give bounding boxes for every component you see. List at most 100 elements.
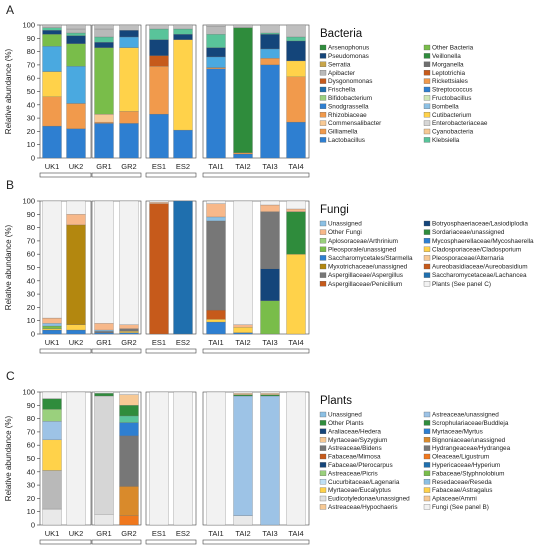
legend-swatch — [423, 61, 431, 67]
legend-title: Plants — [320, 395, 352, 407]
bar-segment-uk1 — [42, 71, 62, 97]
bar-segment-gr2 — [119, 200, 139, 325]
bar-segment-gr1 — [94, 42, 114, 48]
bar-segment-gr2 — [119, 123, 139, 159]
bar-segment-tai3 — [260, 48, 280, 59]
panel-B: B Relative abundance (%) 0 10 20 30 40 50 60 70 80… — [4, 178, 534, 354]
bar-segment-uk1 — [42, 34, 62, 47]
legend-swatch — [319, 220, 327, 227]
bar-segment-gr2 — [119, 486, 139, 516]
bar-segment-tai1 — [206, 24, 226, 27]
bar-segment-uk2 — [66, 214, 86, 226]
legend-swatch — [319, 103, 327, 109]
bar-segment-gr1 — [94, 514, 114, 526]
bar-segment-uk2 — [66, 32, 86, 36]
legend-entry: Other Plants — [328, 420, 364, 427]
legend-entry: Fungi (See panel B) — [432, 504, 489, 511]
legend-swatch — [423, 137, 431, 143]
group-bracket — [202, 172, 310, 178]
bar-segment-gr2 — [119, 422, 139, 437]
bar-segment-es1 — [149, 24, 169, 30]
y-tick-label: 10 — [27, 140, 35, 149]
bar-segment-tai4 — [286, 200, 306, 210]
group-frame — [145, 391, 197, 526]
x-tick-label: TAI3 — [262, 162, 277, 171]
bar-segment-tai2 — [233, 24, 253, 28]
bar-segment-tai4 — [286, 76, 306, 123]
bar-segment-tai4 — [286, 60, 306, 77]
bar-segment-tai2 — [233, 324, 253, 328]
legend-title: Fungi — [320, 204, 349, 216]
bar-segment-gr1 — [94, 200, 114, 324]
x-tick-label: GR2 — [121, 529, 136, 538]
bar-segment-gr2 — [119, 394, 139, 406]
x-tick-label: GR1 — [96, 338, 111, 347]
y-tick-label: 70 — [27, 427, 35, 436]
bar-segment-gr1 — [94, 393, 114, 397]
x-tick-label: TAI1 — [208, 529, 223, 538]
bar-segment-es1 — [149, 200, 169, 203]
bar-segment-uk2 — [66, 391, 86, 526]
bar-segment-gr2 — [119, 435, 139, 487]
bar-segment-uk1 — [42, 398, 62, 410]
panel-label: A — [6, 3, 14, 17]
legend-swatch — [423, 246, 431, 252]
legend-swatch — [423, 495, 431, 502]
bar-segment-tai2 — [233, 332, 253, 335]
bar-segment-tai1 — [206, 319, 226, 323]
bar-segment-tai3 — [260, 204, 280, 212]
bar-segment-tai1 — [206, 56, 226, 68]
legend-entry: Unassigned — [328, 221, 362, 228]
bar-segment-es2 — [173, 129, 193, 159]
bar-segment-uk1 — [42, 329, 62, 335]
legend-swatch — [319, 263, 327, 270]
legend-swatch — [319, 411, 327, 418]
group-bracket — [39, 172, 92, 178]
group-bracket — [202, 348, 310, 354]
legend-entry: Fabaceae/Pterocarpus — [328, 462, 393, 469]
group-frame — [39, 200, 92, 335]
bar-segment-tai1 — [206, 47, 226, 58]
y-tick-label: 40 — [27, 276, 35, 285]
bar-segment-tai2 — [233, 27, 253, 153]
legend-entry: Sordariaceae/unassigned — [432, 229, 505, 236]
bar-segment-uk2 — [66, 66, 86, 104]
group-frame — [202, 24, 310, 159]
bar-segment-tai2 — [233, 394, 253, 397]
legend-swatch — [319, 255, 327, 261]
x-tick-label: TAI4 — [288, 162, 303, 171]
bar-segment-tai2 — [233, 200, 253, 325]
y-axis-label: Relative abundance (%) — [4, 415, 13, 501]
y-tick-label: 50 — [27, 263, 35, 272]
legend-entry: Leptotrichia — [432, 70, 465, 77]
legend-entry: Gilliamella — [328, 129, 358, 136]
bar-segment-tai2 — [233, 515, 253, 526]
legend-entry: Serratia — [328, 61, 351, 68]
legend-entry: Myrtaceae/Eucalyptus — [328, 487, 391, 494]
legend-swatch — [319, 428, 327, 434]
bar-segment-tai2 — [233, 393, 253, 395]
bar-segment-tai4 — [286, 211, 306, 255]
legend-entry: Cutibacterium — [432, 112, 471, 119]
legend-swatch — [319, 420, 327, 426]
x-tick-label: UK1 — [45, 529, 60, 538]
legend-entry: Dysgonomonas — [328, 78, 372, 85]
legend-entry: Apibacter — [328, 70, 356, 77]
group-frame — [91, 24, 142, 159]
y-tick-label: 30 — [27, 114, 35, 123]
legend-swatch — [319, 453, 327, 460]
bar-segment-gr1 — [94, 331, 114, 333]
legend-entry: Cucurbitaceae/Lagenaria — [328, 479, 400, 486]
legend-entry: Aspergillaceae/Aspergillus — [328, 272, 403, 279]
legend-swatch — [319, 95, 327, 101]
bar-segment-gr2 — [119, 36, 139, 48]
legend-entry: Klebsiella — [432, 137, 460, 144]
x-tick-label: ES2 — [176, 338, 190, 347]
legend-swatch — [423, 53, 431, 59]
bar-segment-tai3 — [260, 32, 280, 35]
legend-swatch — [423, 437, 431, 443]
legend-entry: Saccharomycetales/Starmella — [328, 255, 413, 262]
y-tick-label: 40 — [27, 467, 35, 476]
bar-segment-tai2 — [233, 153, 253, 159]
legend-swatch — [423, 445, 431, 451]
